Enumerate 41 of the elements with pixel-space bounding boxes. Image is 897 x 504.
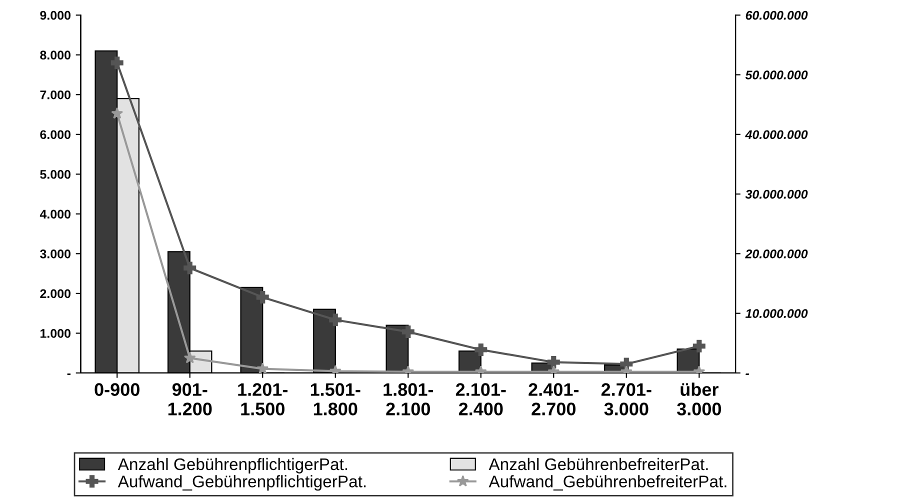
y-tick-label: 4.000 xyxy=(40,210,70,219)
point xyxy=(184,352,196,364)
y2-tick-label: 30.000.000 xyxy=(745,190,808,199)
x-tick-label: 1.801- 2.100 xyxy=(384,383,434,416)
point xyxy=(256,290,269,304)
legend-label: Anzahl GebührenpflichtigerPat. xyxy=(118,458,348,474)
y2-tick-label: - xyxy=(746,374,750,375)
point xyxy=(547,356,560,368)
y-tick-label: 7.000 xyxy=(40,90,70,100)
point xyxy=(474,343,488,356)
x-tick-label: über 3.000 xyxy=(676,382,722,416)
legend-label: Aufwand_GebührenpflichtigerPat. xyxy=(118,475,366,491)
y-tick-label: 2.000 xyxy=(40,289,70,298)
x-tick-label: 0-900 xyxy=(94,383,140,396)
x-tick-label: 2.401- 2.700 xyxy=(528,383,579,416)
y2-tick-label: 50.000.000 xyxy=(745,70,808,80)
legend-label: Anzahl GebührenbefreiterPat. xyxy=(488,458,708,470)
y-tick-label: 8.000 xyxy=(40,50,70,60)
point xyxy=(402,326,414,338)
y-tick-label: 6.000 xyxy=(40,130,70,140)
y-tick-label: 9.000 xyxy=(40,10,70,20)
y-tick-label: - xyxy=(67,374,71,375)
point xyxy=(692,340,706,352)
x-tick-label: 2.101- 2.400 xyxy=(456,383,506,416)
y2-tick-label: 60.000.000 xyxy=(746,10,808,20)
y-tick-label: 1.000 xyxy=(40,329,70,338)
legend-label: Aufwand_GebührenbefreiterPat. xyxy=(488,475,726,491)
y-tick-label: 5.000 xyxy=(40,170,70,179)
x-tick-label: 1.501- 1.800 xyxy=(310,383,360,416)
point xyxy=(184,262,196,274)
x-tick-label: 2.701- 3.000 xyxy=(601,383,652,416)
y2-tick-label: 20.000.000 xyxy=(745,249,808,258)
point xyxy=(256,362,269,373)
y2-tick-label: 10.000.000 xyxy=(745,309,808,318)
point xyxy=(111,107,124,119)
y2-tick-label: 40.000.000 xyxy=(745,130,808,140)
y-tick-label: 3.000 xyxy=(40,249,70,258)
point xyxy=(329,314,342,326)
x-tick-label: 1.201- 1.500 xyxy=(238,383,288,416)
x-tick-label: 901- 1.200 xyxy=(168,383,212,416)
point xyxy=(110,56,124,70)
